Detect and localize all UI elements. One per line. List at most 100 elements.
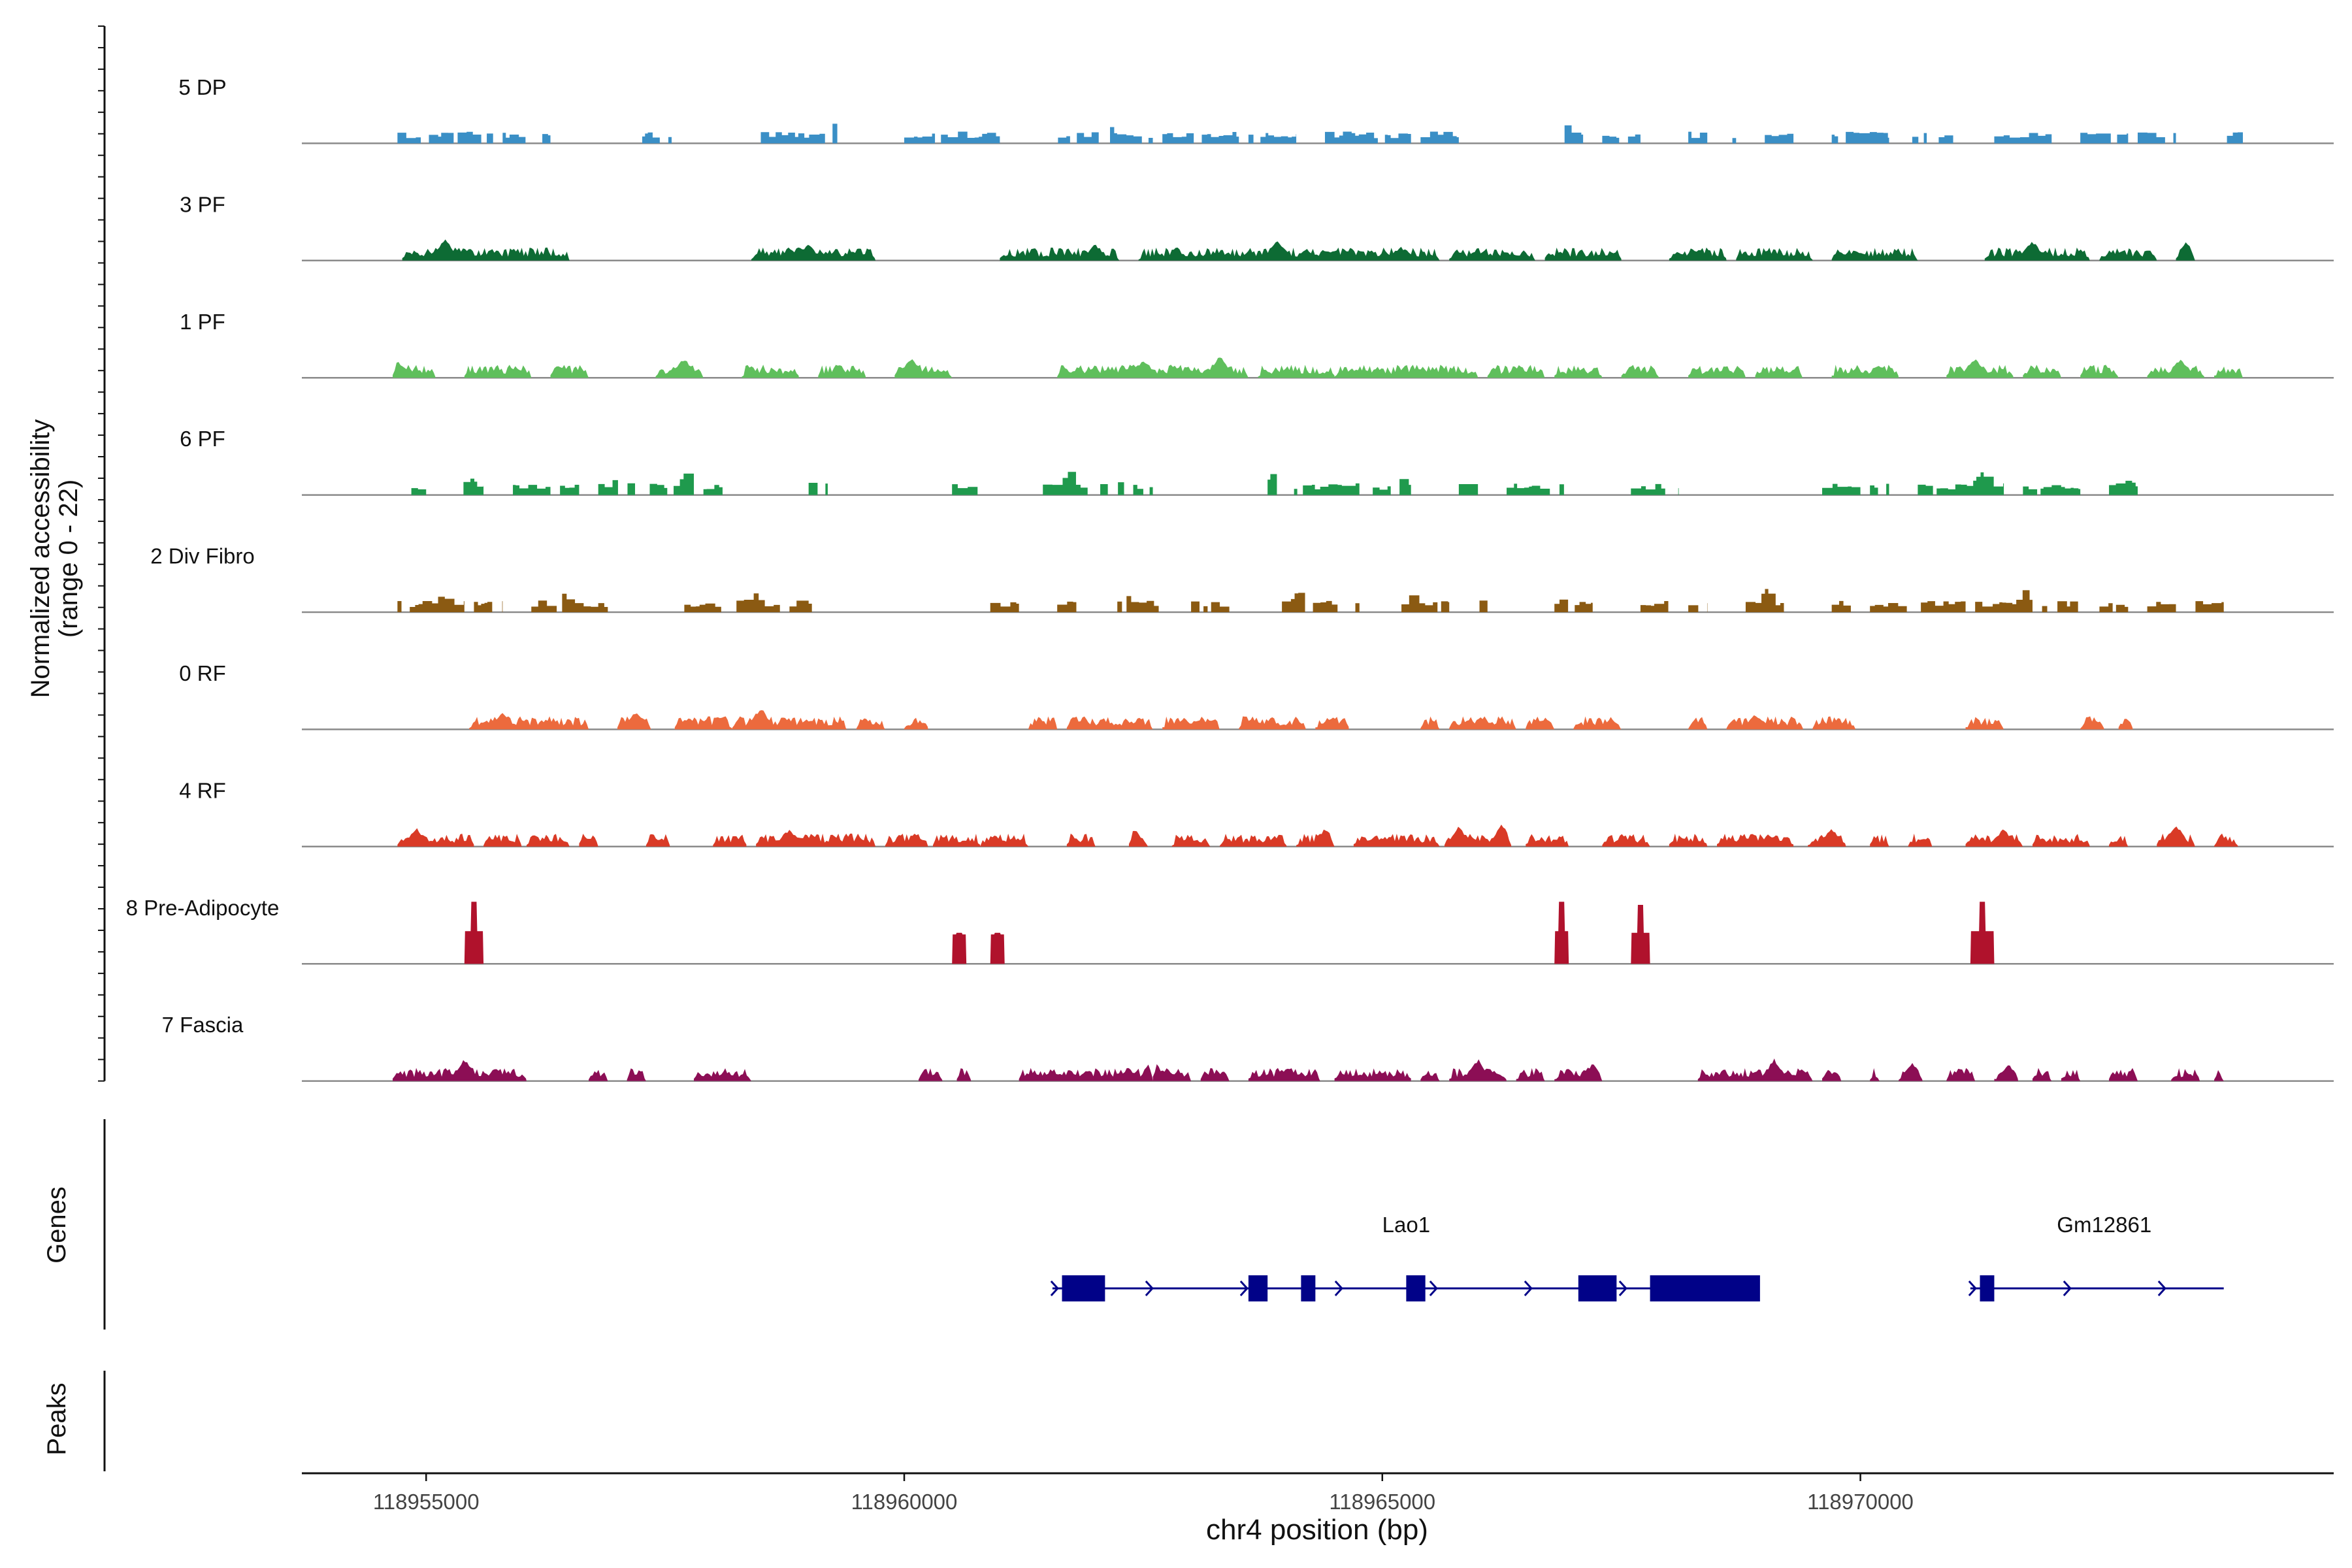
coverage-region xyxy=(1449,248,1535,261)
coverage-region xyxy=(2214,1070,2224,1081)
coverage-region xyxy=(1831,365,1899,378)
coverage-region xyxy=(397,828,474,847)
coverage-region xyxy=(655,360,704,378)
coverage-region xyxy=(2023,365,2061,378)
coverage-region xyxy=(402,239,570,261)
track-label: 4 RF xyxy=(179,778,226,802)
track-label: 7 Fascia xyxy=(162,1013,244,1037)
coverage-region xyxy=(2157,826,2195,847)
x-axis-title: chr4 position (bp) xyxy=(1206,1514,1428,1546)
exon xyxy=(1406,1275,1426,1301)
coverage-region xyxy=(932,834,981,847)
coverage-region xyxy=(1870,601,1966,612)
coverage-region xyxy=(2061,1070,2081,1081)
coverage-region xyxy=(894,359,953,378)
coverage-region xyxy=(1420,1070,1440,1081)
coverage-region xyxy=(742,365,800,378)
coverage-region xyxy=(703,485,723,495)
track-1-pf: 1 PF xyxy=(180,310,2334,379)
coverage-region xyxy=(2214,833,2238,847)
coverage-region xyxy=(1219,834,1287,847)
coverage-region xyxy=(1688,603,1708,612)
strand-arrow-icon xyxy=(1618,1280,1627,1297)
x-tick-label: 118960000 xyxy=(851,1490,958,1514)
coverage-region xyxy=(455,478,484,495)
coverage-region xyxy=(1573,716,1622,730)
coverage-region xyxy=(1975,590,2033,612)
coverage-region xyxy=(1037,127,1153,144)
coverage-region xyxy=(1697,1058,1813,1081)
gene-lao1: Lao1 xyxy=(1050,1213,1760,1301)
coverage-region xyxy=(1258,365,1335,378)
coverage-region xyxy=(1324,131,1411,144)
coverage-region xyxy=(1544,247,1622,261)
coverage-region xyxy=(483,834,522,847)
gene-gm12861: Gm12861 xyxy=(1968,1213,2224,1301)
coverage-region xyxy=(1248,1068,1320,1081)
strand-arrow-icon xyxy=(1429,1280,1438,1297)
coverage-region xyxy=(2109,1068,2138,1081)
coverage-region xyxy=(760,123,838,144)
coverage-region xyxy=(1334,365,1478,378)
coverage-region xyxy=(684,593,780,612)
coverage-region xyxy=(1000,244,1120,261)
track-2-div-fibro: 2 Div Fibro xyxy=(150,544,2334,613)
coverage-region xyxy=(1870,483,1889,495)
coverage-region xyxy=(550,365,589,378)
coverage-region xyxy=(904,131,1000,144)
coverage-region xyxy=(2176,242,2195,261)
coverage-region xyxy=(1765,133,1794,144)
coverage-region xyxy=(1162,716,1220,730)
y-axis-title-line2: (range 0 - 22) xyxy=(54,480,83,638)
coverage-region xyxy=(1631,483,1679,495)
coverage-region xyxy=(1191,601,1230,612)
coverage-region xyxy=(1965,829,2023,847)
coverage-region xyxy=(636,132,675,144)
coverage-region xyxy=(1745,589,1784,612)
coverage-region xyxy=(645,834,670,847)
coverage-region xyxy=(2214,367,2243,378)
coverage-region xyxy=(2080,133,2129,144)
coverage-region xyxy=(1171,834,1211,847)
y-axis xyxy=(98,25,106,1471)
coverage-region xyxy=(1487,365,1545,378)
coverage-region xyxy=(560,485,580,495)
coverage-region xyxy=(1449,1059,1507,1081)
coverage-region xyxy=(1449,716,1516,730)
strand-arrow-icon xyxy=(1050,1280,1059,1297)
strand-arrow-icon xyxy=(1968,1280,1977,1297)
coverage-region xyxy=(2118,719,2133,730)
coverage-region xyxy=(1516,1068,1545,1081)
coverage-region xyxy=(1621,365,1660,378)
coverage-region xyxy=(397,131,493,144)
coverage-region xyxy=(1808,829,1846,847)
coverage-region xyxy=(474,601,503,612)
coverage-region xyxy=(2147,602,2176,612)
track-6-pf: 6 PF xyxy=(180,427,2334,496)
strand-arrow-icon xyxy=(1145,1280,1154,1297)
genes-track-label: Genes xyxy=(42,1186,71,1264)
coverage-region xyxy=(1899,1063,1923,1081)
coverage-region xyxy=(406,488,427,495)
coverage-region xyxy=(1420,131,1459,144)
exon xyxy=(1301,1275,1316,1301)
coverage-region xyxy=(1946,359,2014,378)
coverage-region xyxy=(1019,1064,1153,1081)
coverage-region xyxy=(1726,715,1803,730)
coverage-region xyxy=(1554,125,1584,144)
coverage-region xyxy=(1870,1068,1880,1081)
coverage-region xyxy=(885,834,928,847)
track-3-pf: 3 PF xyxy=(180,192,2334,262)
coverage-region xyxy=(1057,601,1077,612)
coverage-region xyxy=(579,834,598,847)
coverage-region xyxy=(2042,601,2081,612)
x-tick-label: 118970000 xyxy=(1807,1490,1914,1514)
coverage-region xyxy=(1669,247,1727,261)
coverage-region xyxy=(1420,716,1440,730)
track-label: 8 Pre-Adipocyte xyxy=(126,896,280,920)
coverage-region xyxy=(1822,483,1861,495)
coverage-region xyxy=(1315,717,1349,730)
track-8-pre-adipocyte: 8 Pre-Adipocyte xyxy=(126,896,2334,965)
coverage-region xyxy=(1631,904,1650,964)
strand-arrow-icon xyxy=(2063,1280,2072,1297)
